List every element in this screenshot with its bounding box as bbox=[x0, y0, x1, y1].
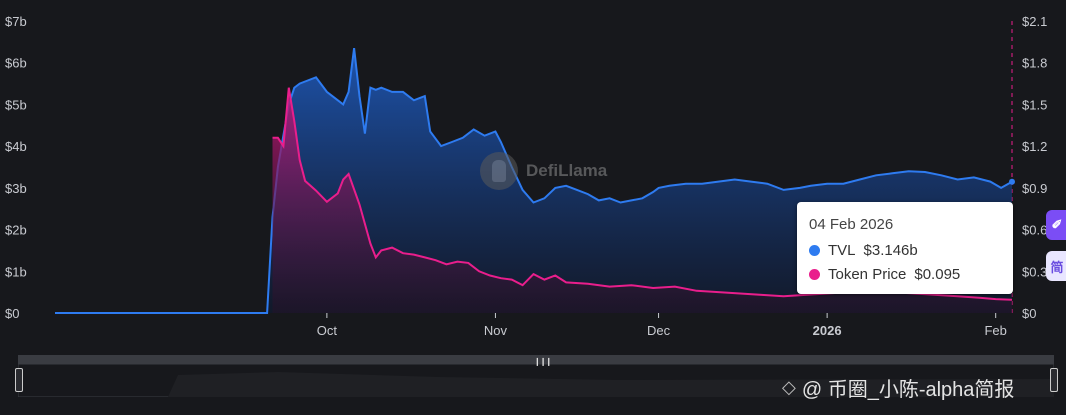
left-axis: $0 $1b $2b $3b $4b $5b $6b $7b bbox=[5, 14, 27, 321]
tvl-hover-point bbox=[1009, 178, 1015, 185]
brush-preview[interactable] bbox=[18, 355, 1054, 397]
left-tick-label: $7b bbox=[5, 14, 27, 29]
tooltip-value: $3.146b bbox=[863, 242, 918, 259]
brush-grip-icon[interactable]: ❙❙❙ bbox=[534, 357, 552, 366]
tooltip-row-tvl: TVL $3.146b bbox=[809, 242, 918, 259]
tooltip-row-price: Token Price $0.095 bbox=[809, 266, 960, 283]
x-tick-label: Dec bbox=[647, 323, 671, 338]
price-dot-icon bbox=[809, 269, 820, 280]
right-tick-label: $2.1 bbox=[1022, 14, 1047, 29]
token-price-area bbox=[272, 87, 1012, 313]
right-tick-label: $1.8 bbox=[1022, 56, 1047, 71]
tooltip-label: TVL bbox=[828, 242, 856, 259]
side-translate-button[interactable]: 简 bbox=[1046, 251, 1066, 281]
left-tick-label: $1b bbox=[5, 264, 27, 279]
left-tick-label: $5b bbox=[5, 97, 27, 112]
diamond-logo-icon: ◇ bbox=[782, 377, 796, 397]
x-tick-label: 2026 bbox=[813, 323, 842, 338]
chart-tooltip: 04 Feb 2026 TVL $3.146b Token Price $0.0… bbox=[797, 202, 1013, 294]
x-axis: Oct Nov Dec 2026 Feb bbox=[317, 313, 1007, 338]
brush-bar[interactable] bbox=[18, 355, 1054, 364]
llama-logo-icon bbox=[480, 152, 518, 190]
right-tick-label: $0.3 bbox=[1022, 264, 1047, 279]
left-tick-label: $4b bbox=[5, 139, 27, 154]
right-tick-label: $0 bbox=[1022, 306, 1036, 321]
side-tool-button[interactable]: ✐ bbox=[1046, 210, 1066, 240]
tooltip-date: 04 Feb 2026 bbox=[809, 216, 894, 233]
right-tick-label: $0.6 bbox=[1022, 223, 1047, 238]
tvl-dot-icon bbox=[809, 245, 820, 256]
defillama-watermark: DefiLlama bbox=[480, 152, 607, 190]
x-tick-label: Nov bbox=[484, 323, 508, 338]
right-tick-label: $1.2 bbox=[1022, 139, 1047, 154]
tooltip-label: Token Price bbox=[828, 266, 907, 283]
right-tick-label: $1.5 bbox=[1022, 97, 1047, 112]
brush-right-handle[interactable] bbox=[1050, 368, 1058, 392]
watermark-text: DefiLlama bbox=[526, 161, 608, 180]
left-tick-label: $3b bbox=[5, 181, 27, 196]
tvl-line bbox=[55, 47, 1013, 314]
x-tick-label: Oct bbox=[317, 323, 338, 338]
footer-text: @ 币圈_小陈-alpha简报 bbox=[801, 379, 1015, 401]
right-tick-label: $0.9 bbox=[1022, 181, 1047, 196]
x-tick-label: Feb bbox=[984, 323, 1006, 338]
left-tick-label: $2b bbox=[5, 223, 27, 238]
right-axis: $0 $0.3 $0.6 $0.9 $1.2 $1.5 $1.8 $2.1 bbox=[1022, 14, 1047, 321]
tooltip-value: $0.095 bbox=[914, 266, 961, 283]
left-tick-label: $6b bbox=[5, 56, 27, 71]
brush-left-handle[interactable] bbox=[15, 368, 23, 392]
footer-watermark: ◇ @ 币圈_小陈-alpha简报 bbox=[782, 373, 1014, 402]
left-tick-label: $0 bbox=[5, 306, 19, 321]
series-layer bbox=[55, 47, 1013, 314]
